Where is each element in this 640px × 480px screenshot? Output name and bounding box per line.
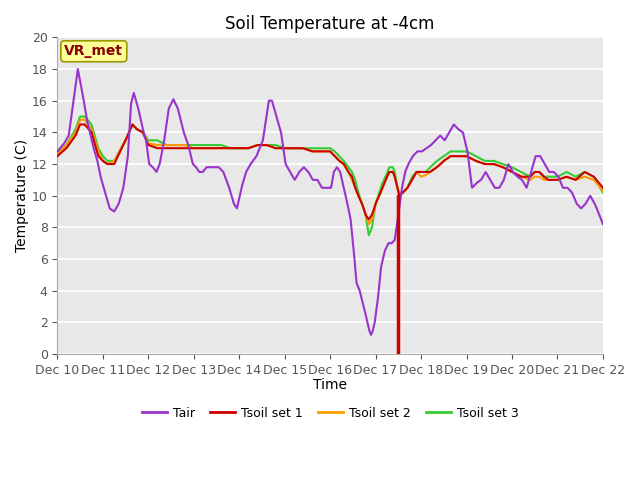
X-axis label: Time: Time	[313, 378, 347, 392]
Title: Soil Temperature at -4cm: Soil Temperature at -4cm	[225, 15, 435, 33]
Text: VR_met: VR_met	[64, 44, 124, 58]
Y-axis label: Temperature (C): Temperature (C)	[15, 139, 29, 252]
Legend: Tair, Tsoil set 1, Tsoil set 2, Tsoil set 3: Tair, Tsoil set 1, Tsoil set 2, Tsoil se…	[136, 402, 524, 424]
